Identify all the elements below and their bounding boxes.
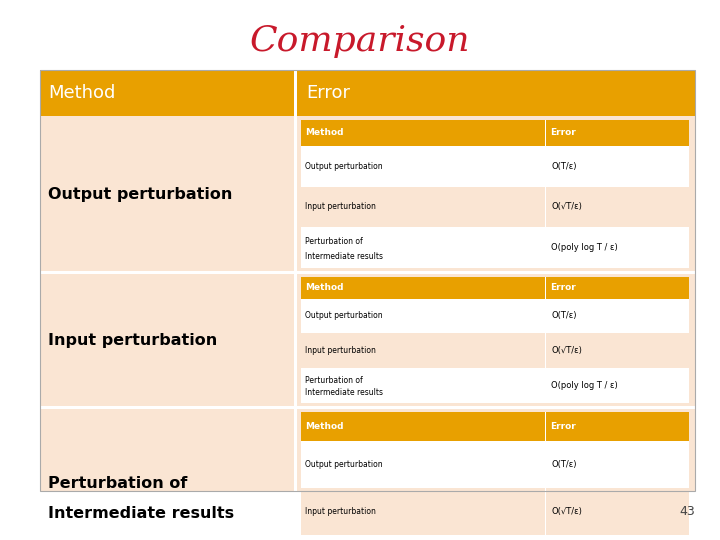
Text: Perturbation of: Perturbation of <box>305 376 362 385</box>
Bar <box>301 441 546 488</box>
Bar <box>545 299 546 334</box>
Bar <box>546 535 689 540</box>
Text: Perturbation of: Perturbation of <box>305 237 362 246</box>
Bar <box>40 70 295 116</box>
Text: O(√T/ε): O(√T/ε) <box>552 347 582 355</box>
Text: Input perturbation: Input perturbation <box>305 202 375 212</box>
Bar <box>545 368 546 403</box>
Text: Error: Error <box>306 84 350 102</box>
Text: Comparison: Comparison <box>250 24 470 58</box>
Text: Input perturbation: Input perturbation <box>48 333 217 348</box>
Text: O(√T/ε): O(√T/ε) <box>552 202 582 212</box>
Text: Method: Method <box>305 422 343 431</box>
Bar <box>301 535 546 540</box>
Text: Intermediate results: Intermediate results <box>48 505 235 521</box>
Text: Method: Method <box>305 129 343 138</box>
Bar <box>545 412 546 441</box>
Text: Error: Error <box>550 129 575 138</box>
Bar <box>301 299 546 334</box>
Bar <box>546 227 689 268</box>
Bar <box>546 441 689 488</box>
Bar <box>545 227 546 268</box>
Bar <box>545 535 546 540</box>
Bar <box>301 277 546 299</box>
Bar <box>301 334 546 368</box>
Text: Method: Method <box>305 284 343 292</box>
Text: O(√T/ε): O(√T/ε) <box>552 507 582 516</box>
Bar <box>546 277 689 299</box>
Bar <box>545 120 546 146</box>
Bar <box>301 227 546 268</box>
Bar <box>546 120 689 146</box>
Text: O(poly log T / ε): O(poly log T / ε) <box>552 244 618 252</box>
Bar <box>545 441 546 488</box>
Bar <box>40 70 695 491</box>
Bar <box>40 271 695 274</box>
Bar <box>301 368 546 403</box>
Bar <box>301 412 546 441</box>
Bar <box>546 186 689 227</box>
Bar <box>546 412 689 441</box>
Bar <box>40 116 695 491</box>
Text: Output perturbation: Output perturbation <box>305 460 382 469</box>
Bar <box>294 116 297 491</box>
Bar <box>546 368 689 403</box>
Text: Intermediate results: Intermediate results <box>305 388 382 397</box>
Bar <box>545 186 546 227</box>
Bar <box>545 334 546 368</box>
Text: O(T/ε): O(T/ε) <box>552 161 577 171</box>
Bar <box>545 488 546 535</box>
Bar <box>301 186 546 227</box>
Bar <box>545 146 546 186</box>
Text: O(T/ε): O(T/ε) <box>552 460 577 469</box>
Bar <box>545 277 546 299</box>
Text: Input perturbation: Input perturbation <box>305 347 375 355</box>
Text: Error: Error <box>550 284 575 292</box>
Bar <box>294 70 297 116</box>
Text: Output perturbation: Output perturbation <box>305 161 382 171</box>
Bar <box>546 299 689 334</box>
Bar <box>546 334 689 368</box>
Bar <box>301 488 546 535</box>
Text: 43: 43 <box>679 505 695 518</box>
Text: Perturbation of: Perturbation of <box>48 476 188 491</box>
Text: Output perturbation: Output perturbation <box>48 187 233 202</box>
Bar <box>301 120 546 146</box>
Text: Output perturbation: Output perturbation <box>305 312 382 320</box>
Text: O(T/ε): O(T/ε) <box>552 312 577 320</box>
Bar <box>40 406 695 409</box>
Text: Intermediate results: Intermediate results <box>305 252 382 261</box>
Bar <box>546 146 689 186</box>
Text: O(poly log T / ε): O(poly log T / ε) <box>552 381 618 390</box>
Bar <box>295 70 695 116</box>
Text: Method: Method <box>48 84 116 102</box>
Text: Error: Error <box>550 422 575 431</box>
Text: Input perturbation: Input perturbation <box>305 507 375 516</box>
Bar <box>546 488 689 535</box>
Bar <box>301 146 546 186</box>
